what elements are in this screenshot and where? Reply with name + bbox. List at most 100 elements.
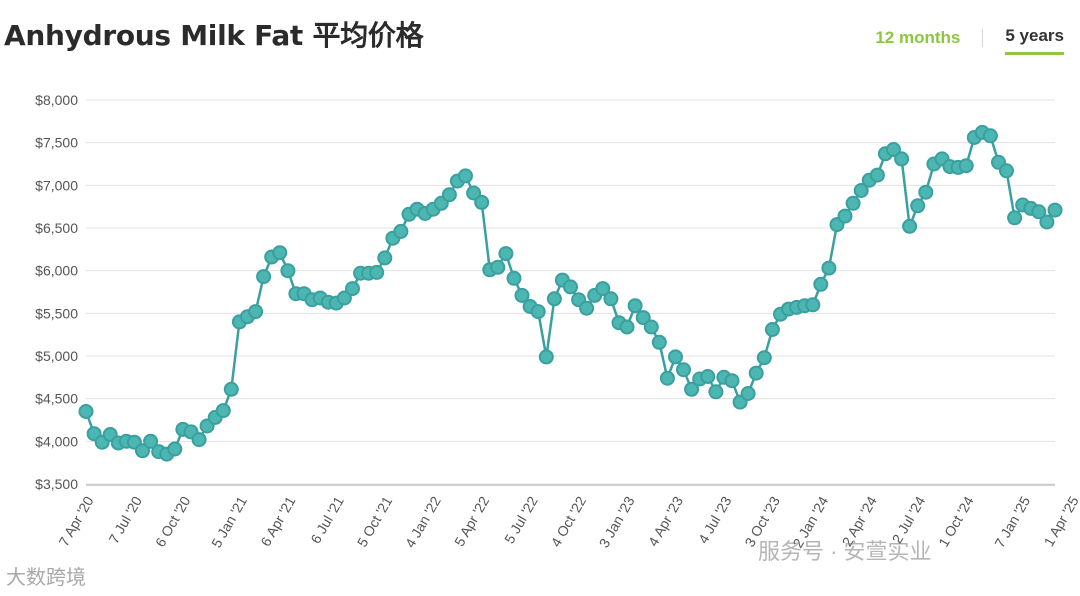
x-tick-label: 7 Jan '25 <box>991 493 1033 550</box>
data-point[interactable] <box>377 250 393 266</box>
data-point[interactable] <box>619 319 635 335</box>
x-tick-label: 6 Apr '21 <box>257 493 298 549</box>
x-tick-label: 3 Jan '23 <box>596 493 638 550</box>
data-point[interactable] <box>805 297 821 313</box>
data-point[interactable] <box>764 322 780 337</box>
series-points <box>78 124 1063 462</box>
data-point[interactable] <box>458 168 473 184</box>
data-point[interactable] <box>563 279 578 295</box>
data-point[interactable] <box>918 184 934 200</box>
data-point[interactable] <box>167 441 183 457</box>
data-point[interactable] <box>1039 214 1055 230</box>
data-point[interactable] <box>668 349 683 365</box>
x-tick-label: 5 Jan '21 <box>208 493 250 550</box>
data-point[interactable] <box>894 151 910 167</box>
data-point[interactable] <box>724 373 740 389</box>
data-point[interactable] <box>982 128 998 144</box>
data-point[interactable] <box>490 259 506 275</box>
data-point[interactable] <box>603 291 619 307</box>
data-point[interactable] <box>530 304 546 320</box>
data-point[interactable] <box>958 158 974 174</box>
data-point[interactable] <box>248 304 264 320</box>
data-point[interactable] <box>441 187 457 203</box>
data-point[interactable] <box>853 183 869 198</box>
x-tick-label: 7 Jul '20 <box>105 493 145 546</box>
data-point[interactable] <box>280 263 296 279</box>
data-point[interactable] <box>740 386 756 401</box>
data-point[interactable] <box>135 443 150 459</box>
data-point[interactable] <box>659 370 675 386</box>
data-point[interactable] <box>651 334 667 350</box>
y-tick-label: $5,500 <box>35 305 78 321</box>
x-tick-label: 7 Apr '20 <box>55 493 96 549</box>
data-point[interactable] <box>506 270 522 286</box>
data-point[interactable] <box>635 310 651 326</box>
data-point[interactable] <box>700 369 716 384</box>
y-tick-label: $5,000 <box>35 348 78 364</box>
time-range-tabs: 12 months 5 years <box>875 26 1064 55</box>
x-tick-label: 1 Oct '24 <box>935 493 977 549</box>
data-point[interactable] <box>676 362 691 378</box>
data-point[interactable] <box>143 433 159 449</box>
y-tick-label: $8,000 <box>35 92 78 108</box>
x-tick-label: 4 Apr '23 <box>645 493 686 549</box>
y-tick-label: $7,500 <box>35 135 78 151</box>
data-point[interactable] <box>256 269 272 285</box>
x-tick-label: 5 Jul '22 <box>501 493 541 546</box>
watermark-left: 大数跨境 <box>6 567 86 589</box>
y-tick-label: $7,000 <box>35 177 78 193</box>
data-point[interactable] <box>643 319 659 335</box>
data-point[interactable] <box>748 365 764 381</box>
data-point[interactable] <box>1047 202 1063 218</box>
y-tick-label: $6,000 <box>35 263 78 279</box>
data-point[interactable] <box>1007 210 1023 226</box>
data-point[interactable] <box>902 218 918 234</box>
tab-divider <box>982 28 984 47</box>
page-title: Anhydrous Milk Fat 平均价格 <box>4 19 424 52</box>
data-point[interactable] <box>538 349 554 365</box>
data-point[interactable] <box>336 290 352 306</box>
y-tick-label: $4,000 <box>35 433 78 449</box>
tab-12-months[interactable]: 12 months <box>875 27 961 47</box>
data-point[interactable] <box>813 276 829 292</box>
data-point[interactable] <box>215 403 231 419</box>
data-point[interactable] <box>579 300 595 316</box>
data-point[interactable] <box>837 208 853 224</box>
data-point[interactable] <box>1031 204 1047 220</box>
x-tick-label: 5 Apr '22 <box>451 493 492 549</box>
data-point[interactable] <box>886 142 901 157</box>
data-point[interactable] <box>78 404 94 419</box>
y-axis-tick-labels: $3,500 $4,000 $4,500 $5,000 $5,500 $6,000 $6,5… <box>35 92 78 492</box>
data-point[interactable] <box>708 384 724 400</box>
data-point[interactable] <box>393 223 409 239</box>
y-tick-label: $4,500 <box>35 391 78 407</box>
y-tick-label: $6,500 <box>35 220 78 236</box>
data-point[interactable] <box>869 167 885 183</box>
x-tick-label: 4 Jul '23 <box>695 493 735 546</box>
x-tick-label: 6 Oct '20 <box>152 493 194 549</box>
data-point[interactable] <box>345 281 360 297</box>
x-tick-label: 6 Jul '21 <box>307 493 347 546</box>
data-point[interactable] <box>369 264 385 280</box>
data-point[interactable] <box>910 198 926 214</box>
data-point[interactable] <box>595 281 611 297</box>
data-point[interactable] <box>684 381 700 397</box>
data-point[interactable] <box>756 350 772 366</box>
data-point[interactable] <box>546 291 562 307</box>
data-point[interactable] <box>845 195 861 211</box>
data-point[interactable] <box>999 163 1014 179</box>
data-point[interactable] <box>466 185 482 201</box>
data-point[interactable] <box>498 246 514 262</box>
data-point[interactable] <box>627 298 643 314</box>
data-point[interactable] <box>191 432 207 448</box>
x-tick-label: 4 Jan '22 <box>402 493 444 550</box>
data-point[interactable] <box>514 287 530 303</box>
data-point[interactable] <box>474 194 490 210</box>
data-point[interactable] <box>223 381 239 397</box>
tab-5-years[interactable]: 5 years <box>1005 26 1064 55</box>
watermark-right: 服务号 · 安萱实业 <box>758 539 932 564</box>
data-point[interactable] <box>272 245 288 261</box>
data-point[interactable] <box>821 260 837 276</box>
y-tick-label: $3,500 <box>35 476 78 492</box>
